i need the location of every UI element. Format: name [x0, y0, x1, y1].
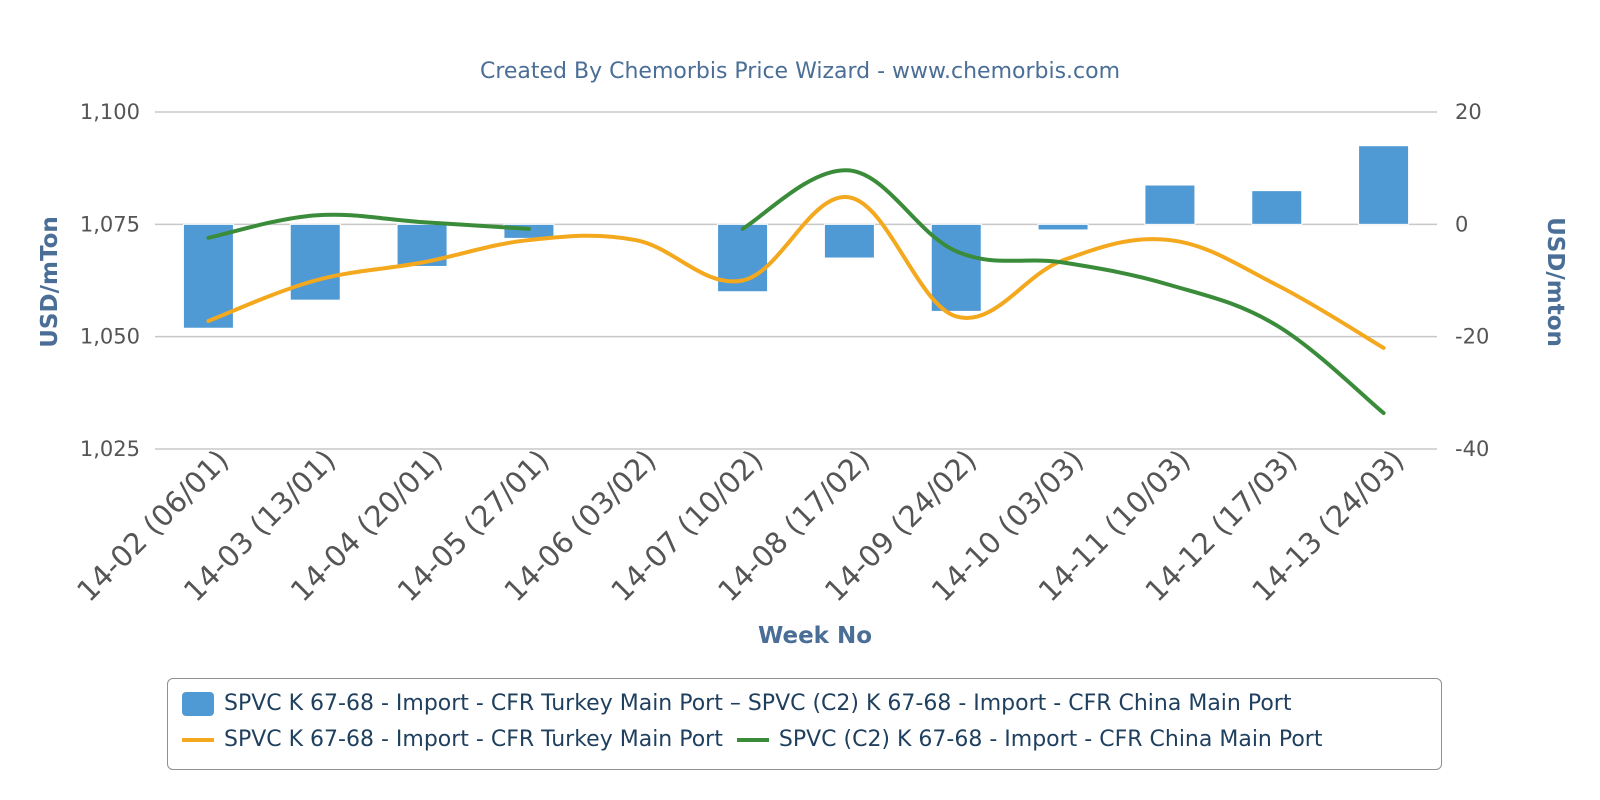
- legend-swatch-spread: [182, 691, 214, 716]
- y-right-tick-label: -40: [1455, 437, 1489, 461]
- legend: SPVC K 67-68 - Import - CFR Turkey Main …: [167, 678, 1442, 770]
- bar[interactable]: [1037, 223, 1089, 231]
- gridlines: [155, 111, 1437, 450]
- y-left-tick-label: 1,050: [80, 325, 140, 349]
- series-line[interactable]: [206, 212, 531, 240]
- x-axis-title: Week No: [758, 623, 872, 649]
- legend-row-2: SPVC K 67-68 - Import - CFR Turkey Main …: [182, 727, 1322, 752]
- bar[interactable]: [1358, 145, 1410, 225]
- y-right-tick-label: 0: [1455, 212, 1468, 236]
- line-series: [206, 168, 1386, 416]
- bar[interactable]: [930, 223, 982, 312]
- series-line[interactable]: [740, 168, 1386, 416]
- legend-item-turkey[interactable]: SPVC K 67-68 - Import - CFR Turkey Main …: [182, 727, 723, 752]
- y-right-tick-label: 20: [1455, 100, 1482, 124]
- y-right-tick-label: -20: [1455, 325, 1489, 349]
- y-right-tick-labels: -40 -20 0 20: [1455, 100, 1489, 461]
- y-left-axis-title: USD/mTon: [37, 216, 63, 348]
- bar[interactable]: [823, 223, 875, 259]
- y-left-tick-label: 1,100: [80, 100, 140, 124]
- bar[interactable]: [182, 223, 234, 329]
- chart-title: Created By Chemorbis Price Wizard - www.…: [480, 59, 1120, 84]
- y-left-tick-label: 1,075: [80, 212, 140, 236]
- x-tick-labels: 14-02 (06/01)14-03 (13/01)14-04 (20/01)1…: [70, 443, 1410, 608]
- legend-label-china: SPVC (C2) K 67-68 - Import - CFR China M…: [778, 727, 1323, 752]
- y-left-tick-labels: 1,025 1,050 1,075 1,100: [80, 100, 140, 461]
- legend-item-china[interactable]: SPVC (C2) K 67-68 - Import - CFR China M…: [736, 727, 1323, 752]
- series-line[interactable]: [206, 195, 1386, 350]
- legend-label-spread: SPVC K 67-68 - Import - CFR Turkey Main …: [224, 691, 1292, 716]
- bar[interactable]: [1251, 190, 1303, 225]
- legend-label-turkey: SPVC K 67-68 - Import - CFR Turkey Main …: [224, 727, 723, 752]
- legend-swatch-turkey: [182, 737, 214, 742]
- bar[interactable]: [1144, 184, 1196, 225]
- bar-series: [182, 145, 1410, 329]
- y-right-axis-title: USD/mton: [1542, 217, 1568, 347]
- legend-item-spread[interactable]: SPVC K 67-68 - Import - CFR Turkey Main …: [182, 691, 1291, 716]
- bar[interactable]: [289, 223, 341, 301]
- legend-row-1: SPVC K 67-68 - Import - CFR Turkey Main …: [182, 691, 1291, 716]
- legend-swatch-china: [736, 737, 769, 742]
- y-left-tick-label: 1,025: [80, 437, 140, 461]
